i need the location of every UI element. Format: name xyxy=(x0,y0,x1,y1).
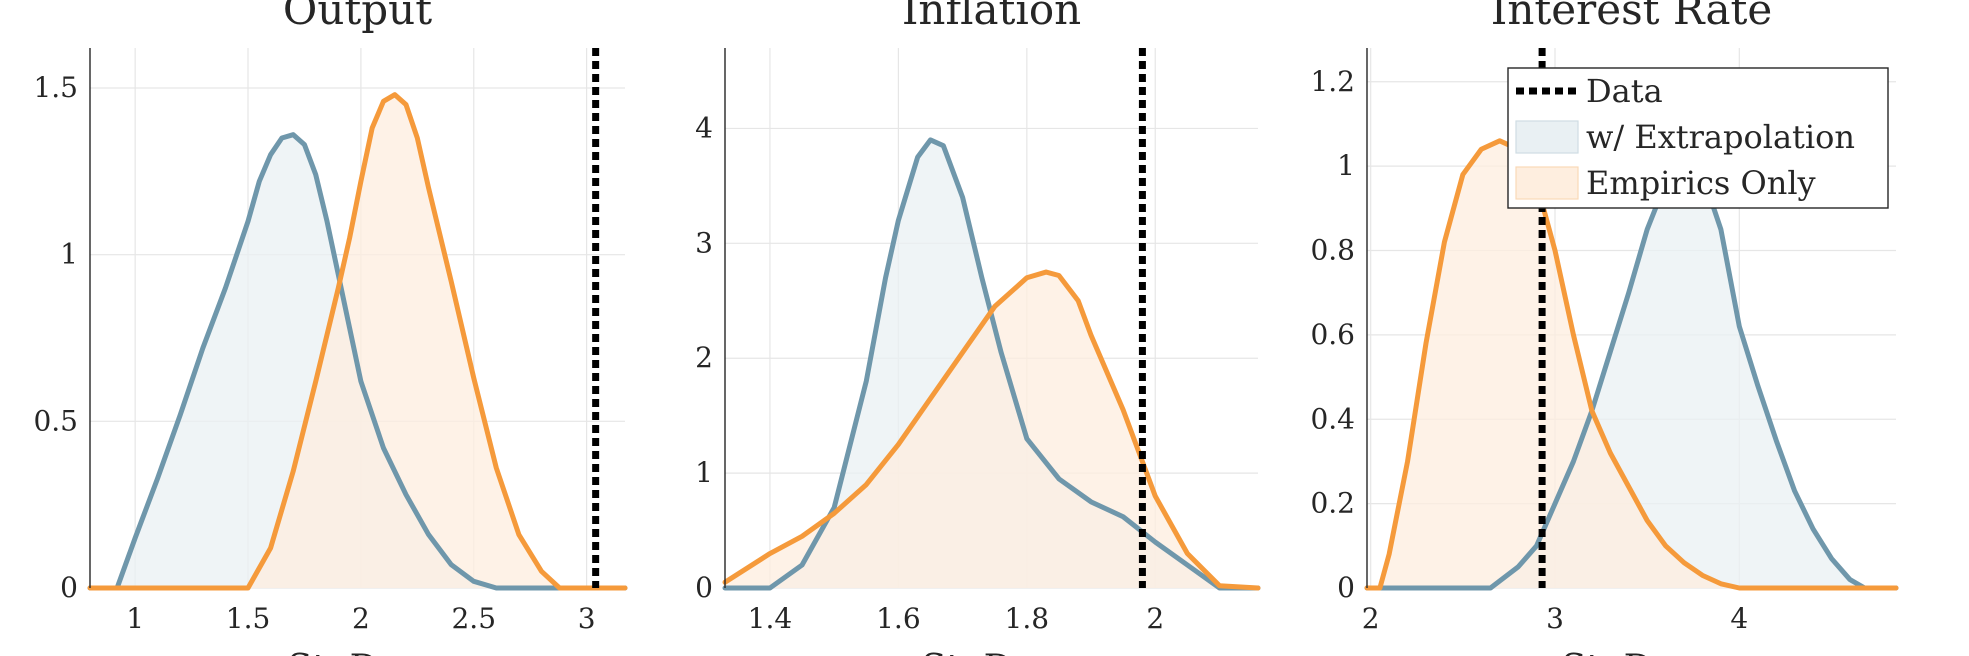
legend-label-extrap: w/ Extrapolation xyxy=(1586,118,1855,156)
y-tick-label: 0.2 xyxy=(1310,487,1355,520)
panel-0: 1 1.5 2 2.5 3 0 0.5 1 1.5 Output St. Dev. xyxy=(33,0,628,656)
legend-empirics-swatch xyxy=(1515,166,1579,200)
x-axis-label: St. Dev. xyxy=(922,648,1062,656)
x-tick-label: 1.4 xyxy=(748,602,793,635)
y-tick-label: 3 xyxy=(695,226,713,259)
y-tick-label: 4 xyxy=(695,111,713,144)
x-tick-label: 1.8 xyxy=(1005,602,1050,635)
x-tick-label: 3 xyxy=(1546,602,1564,635)
x-axis-label: St. Dev. xyxy=(1562,648,1702,656)
extrapolation-area xyxy=(90,134,625,588)
y-tick-label: 0.5 xyxy=(33,404,78,437)
y-tick-label: 0.4 xyxy=(1310,402,1355,435)
panel-title: Interest Rate xyxy=(1491,0,1772,34)
x-tick-label: 2 xyxy=(1362,602,1380,635)
y-tick-label: 0.6 xyxy=(1310,318,1355,351)
legend-label-data: Data xyxy=(1586,72,1663,110)
x-tick-label: 1.6 xyxy=(876,602,921,635)
x-tick-label: 1 xyxy=(126,602,144,635)
extrapolation-area xyxy=(1367,166,1896,588)
empirics-area xyxy=(725,272,1258,588)
x-tick-label: 2 xyxy=(352,602,370,635)
x-tick-label: 2.5 xyxy=(451,602,496,635)
legend: Data w/ Extrapolation Empirics Only xyxy=(1507,67,1889,209)
y-tick-label: 1.2 xyxy=(1310,65,1355,98)
y-tick-label: 0 xyxy=(695,571,713,604)
y-tick-label: 2 xyxy=(695,341,713,374)
y-tick-label: 0.8 xyxy=(1310,234,1355,267)
legend-extrapolation-swatch xyxy=(1515,120,1579,154)
y-tick-label: 1 xyxy=(1337,149,1355,182)
panel-1: 1.4 1.6 1.8 2 0 1 2 3 4 Inflation St. Dev. xyxy=(695,0,1261,656)
empirics-line xyxy=(722,269,1261,591)
x-axis-label: St. Dev. xyxy=(288,648,428,656)
legend-label-emp: Empirics Only xyxy=(1586,164,1816,202)
empirics-area xyxy=(1367,140,1896,588)
x-tick-label: 4 xyxy=(1730,602,1748,635)
empirics-line xyxy=(87,92,628,591)
extrapolation-line xyxy=(87,132,628,591)
panel-title: Inflation xyxy=(902,0,1081,34)
y-tick-label: 1 xyxy=(695,456,713,489)
empirics-line xyxy=(1364,138,1899,591)
y-tick-label: 1 xyxy=(60,238,78,271)
panel-title: Output xyxy=(283,0,432,34)
empirics-area xyxy=(90,94,625,589)
x-tick-label: 1.5 xyxy=(226,602,271,635)
y-tick-label: 0 xyxy=(1337,571,1355,604)
y-tick-label: 1.5 xyxy=(33,71,78,104)
x-tick-label: 2 xyxy=(1146,602,1164,635)
y-tick-label: 0 xyxy=(60,571,78,604)
x-tick-label: 3 xyxy=(578,602,596,635)
